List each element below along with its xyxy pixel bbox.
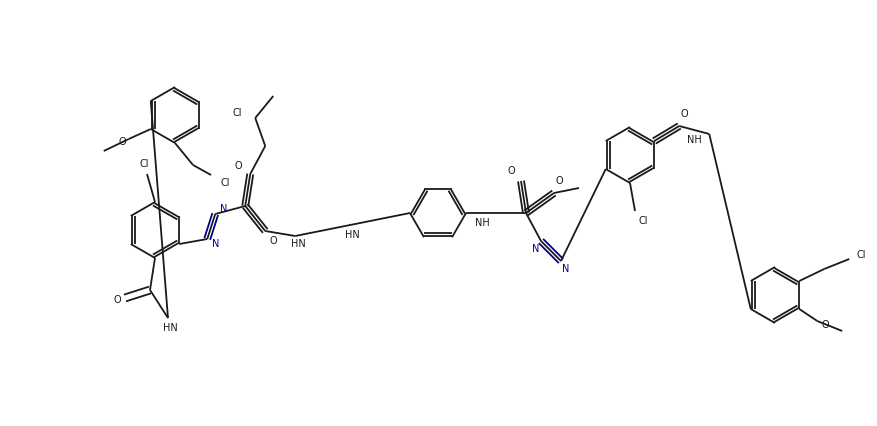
Text: O: O <box>681 109 688 119</box>
Text: O: O <box>119 137 126 147</box>
Text: Cl: Cl <box>220 178 230 188</box>
Text: NH: NH <box>687 135 702 145</box>
Text: N: N <box>562 264 570 274</box>
Text: N: N <box>211 239 219 249</box>
Text: Cl: Cl <box>139 159 149 169</box>
Text: N: N <box>532 244 539 254</box>
Text: O: O <box>507 166 515 176</box>
Text: O: O <box>113 295 121 305</box>
Text: O: O <box>269 236 277 246</box>
Text: HN: HN <box>346 230 360 239</box>
Text: Cl: Cl <box>232 108 242 118</box>
Text: HN: HN <box>162 323 177 333</box>
Text: O: O <box>822 320 829 330</box>
Text: Cl: Cl <box>857 250 866 260</box>
Text: NH: NH <box>474 218 489 228</box>
Text: N: N <box>219 204 227 214</box>
Text: O: O <box>555 176 563 186</box>
Text: Cl: Cl <box>638 216 648 226</box>
Text: HN: HN <box>291 239 305 249</box>
Text: O: O <box>234 161 242 171</box>
